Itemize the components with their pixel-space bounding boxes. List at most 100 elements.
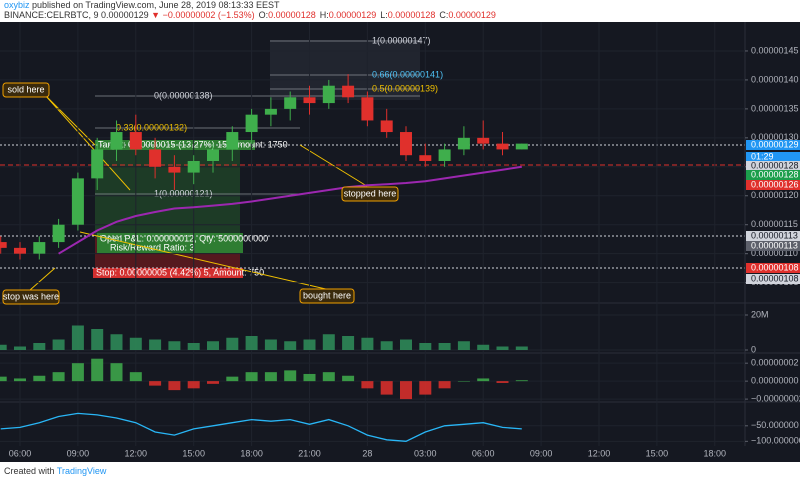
fib-label: 0(0.00000138) [154,90,213,100]
stop-label-bg [93,268,243,278]
plot: 06:00 09:00 12:00 15:00 18:00 21:00 28 03:00 06:… [0,22,800,458]
target-label-bg [95,140,255,150]
bar [71,325,84,350]
bar [207,381,219,384]
candle-body [129,132,142,150]
candle-body [187,161,200,173]
x-tick-label: 18:00 [704,448,727,458]
bar [380,381,393,395]
last: 0.00000129 [101,10,149,20]
candle-body [342,85,355,98]
candle-body [52,224,65,243]
y-tick-label: 0.00000145 [751,45,799,55]
price-tag-label: 0.00000113 [751,240,798,250]
candle-body [515,143,528,150]
line [0,412,522,442]
y-tick-label: 0.00000130 [751,132,799,142]
ohlc-value: 0.00000128 [268,10,316,20]
ohlc-value: 0.00000129 [329,10,377,20]
pnl-label: Open P&L: 0.00000012, Qty: 5000000000 [100,233,268,243]
x-tick-label: 06:00 [9,448,32,458]
bar [52,372,65,382]
symbol: BINANCE:CELRBTC, 9 [4,10,99,20]
pnl-label-bg [97,233,243,253]
candle-body [380,120,393,133]
fib-label: 0.5(0.00000139) [372,83,438,93]
ohlc-key: L: [380,10,388,20]
bar [361,381,374,389]
candle-body [284,97,297,109]
bar [496,381,509,383]
bar [187,381,200,389]
y-tick-label: 0.00000140 [751,74,799,84]
footer-brand[interactable]: TradingView [57,466,107,476]
x-tick-label: 15:00 [646,448,669,458]
y-tick-label: 0.00000110 [751,248,798,258]
price-tag [746,161,800,171]
target-label: Target: 0.00000015 (13.27%) 15, Amount: … [98,139,288,149]
ohlc-value: 0.00000129 [448,10,496,20]
footer-created: Created with [4,466,55,476]
published: published on TradingView.com, June 28, 2… [32,0,280,10]
price-tag [746,180,800,190]
bar [342,336,355,350]
y-tick-label: −50.000000 [751,420,799,430]
stop-label: Stop: 0.00000005 (4.42%) 5, Amount: 750 [96,267,264,277]
candle-body [303,97,316,104]
bar [207,341,219,350]
price-tag-label: 0.00000108 [751,273,799,283]
price-tag [746,231,800,241]
user[interactable]: oxybiz [4,0,30,10]
bar [515,380,528,382]
candle-body [168,166,181,173]
fib-label: 0.33(0.00000132) [116,122,187,132]
bar [245,336,258,350]
price-tag [746,140,800,150]
ratio-label: Risk/Reward Ratio: 3 [110,242,195,252]
price-tag [746,241,800,251]
candle-body [361,97,374,121]
candle-body [226,132,239,150]
x-tick-label: 21:00 [298,448,321,458]
x-tick-label: 06:00 [472,448,495,458]
bar [71,363,84,382]
bar [380,341,393,350]
fib-label: 1(0.00000121) [154,188,213,198]
bar [33,343,46,350]
annotations: sold here stop was here bought here stop… [2,82,399,305]
y-tick-label: 0.00000135 [751,103,799,113]
bar [438,343,451,350]
bar [438,381,451,389]
callouts [29,94,371,291]
annotation: bought here [303,290,351,300]
bar [400,339,412,350]
candle-body [457,137,470,150]
candle-body [14,247,26,254]
price-tag-label: 0.00000128 [751,169,799,179]
bar [91,358,104,382]
bar [400,381,412,400]
ohlc-key: C: [439,10,448,20]
ohlc-key: O: [259,10,269,20]
y-tick-label: 0.00000120 [751,190,799,200]
price-tag [746,170,800,180]
bar [322,372,335,382]
bar [91,329,104,350]
bar [14,378,26,382]
bar [457,341,470,350]
annotation-box [341,186,399,202]
bar [245,372,258,382]
bar [264,372,277,382]
candle-body [71,178,84,225]
bar [168,381,181,391]
bar [322,334,335,350]
candle-body [400,132,412,156]
bar [419,381,432,395]
bar [110,363,123,382]
callout [44,94,96,146]
arrow: ▼ [151,10,160,20]
annotation: stop was here [3,291,59,301]
bar [226,376,239,382]
y-tick-label: 0.00000002 [751,358,799,368]
bar [110,334,123,350]
